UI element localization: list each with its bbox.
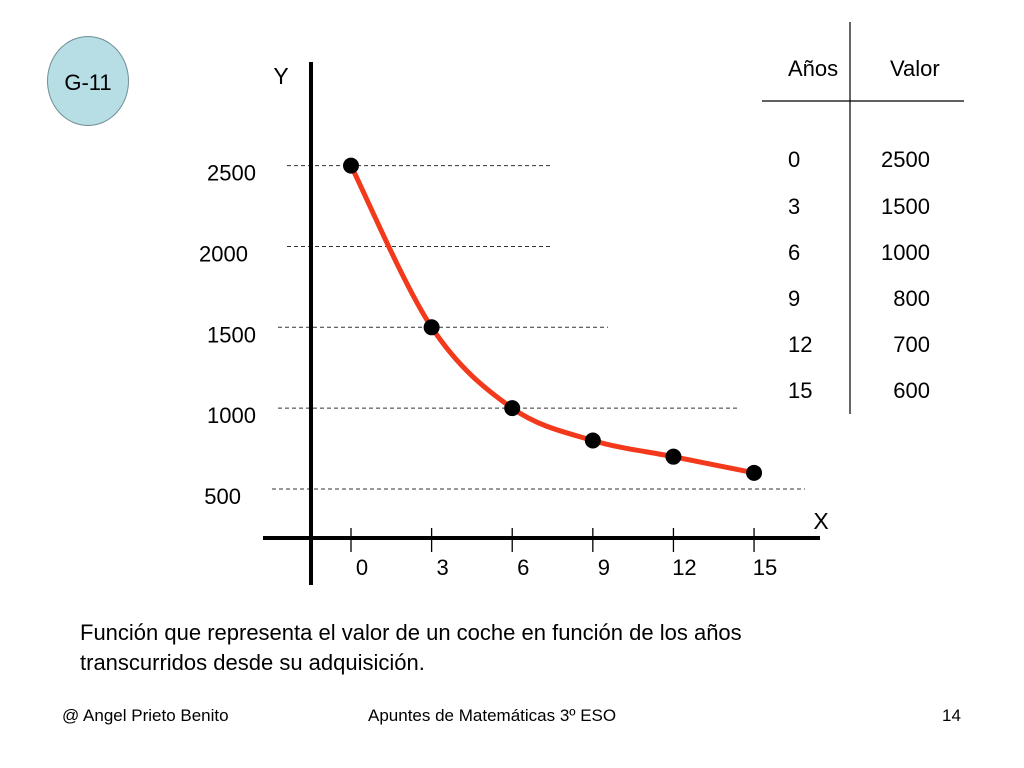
- caption-line-2: transcurridos desde su adquisición.: [80, 650, 425, 675]
- x-tick-label: 0: [356, 555, 368, 580]
- data-point: [343, 157, 359, 174]
- chart-curve-layer: [348, 163, 757, 476]
- table-cell-years: 0: [788, 147, 801, 172]
- x-tick-label: 6: [517, 555, 529, 580]
- data-point: [746, 464, 763, 481]
- y-tick-label: 2000: [199, 241, 248, 266]
- footer-page-number: 14: [942, 706, 961, 725]
- x-tick-label: 3: [436, 555, 448, 580]
- x-tick-label: 9: [598, 555, 610, 580]
- caption: Función que representa el valor de un co…: [80, 618, 900, 678]
- data-point: [665, 448, 682, 465]
- table-header-value: Valor: [890, 56, 940, 81]
- table-cell-years: 6: [788, 240, 801, 265]
- footer-course: Apuntes de Matemáticas 3º ESO: [368, 706, 617, 725]
- table-cell-years: 3: [788, 194, 801, 219]
- series-line: [348, 163, 757, 476]
- table-header-years: Años: [788, 56, 839, 81]
- chart-ticks: [350, 528, 755, 552]
- chart-points: [343, 157, 763, 481]
- table-cell-value: 1500: [881, 194, 930, 219]
- table-cell-value: 600: [893, 378, 930, 403]
- table-cell-value: 700: [893, 332, 930, 357]
- table-cell-value: 2500: [881, 147, 930, 172]
- x-axis-title: X: [813, 508, 828, 534]
- y-tick-label: 1500: [207, 322, 256, 347]
- y-axis-title: Y: [273, 63, 288, 89]
- table-cell-years: 15: [788, 378, 813, 403]
- data-point: [504, 400, 521, 417]
- table-cell-value: 1000: [881, 240, 930, 265]
- footer-author: @ Angel Prieto Benito: [62, 706, 229, 725]
- x-tick-label: 15: [753, 555, 777, 580]
- table-cell-years: 9: [788, 286, 801, 311]
- y-tick-label: 500: [204, 484, 241, 509]
- x-tick-label: 12: [672, 555, 696, 580]
- chart-axes: [263, 62, 820, 585]
- chart-gridlines: [272, 165, 805, 490]
- chart-labels: 0 3 6 9 12 15 2500 2000 1500 1000 500 Y X: [199, 63, 829, 580]
- table-cell-value: 800: [893, 286, 930, 311]
- caption-line-1: Función que representa el valor de un co…: [80, 620, 742, 645]
- data-point: [584, 432, 601, 449]
- data-point: [423, 319, 440, 336]
- slide-badge: G-11: [47, 36, 129, 126]
- table-cell-years: 12: [788, 332, 813, 357]
- badge-label: G-11: [64, 70, 112, 95]
- y-tick-label: 1000: [207, 403, 256, 428]
- y-tick-label: 2500: [207, 161, 256, 186]
